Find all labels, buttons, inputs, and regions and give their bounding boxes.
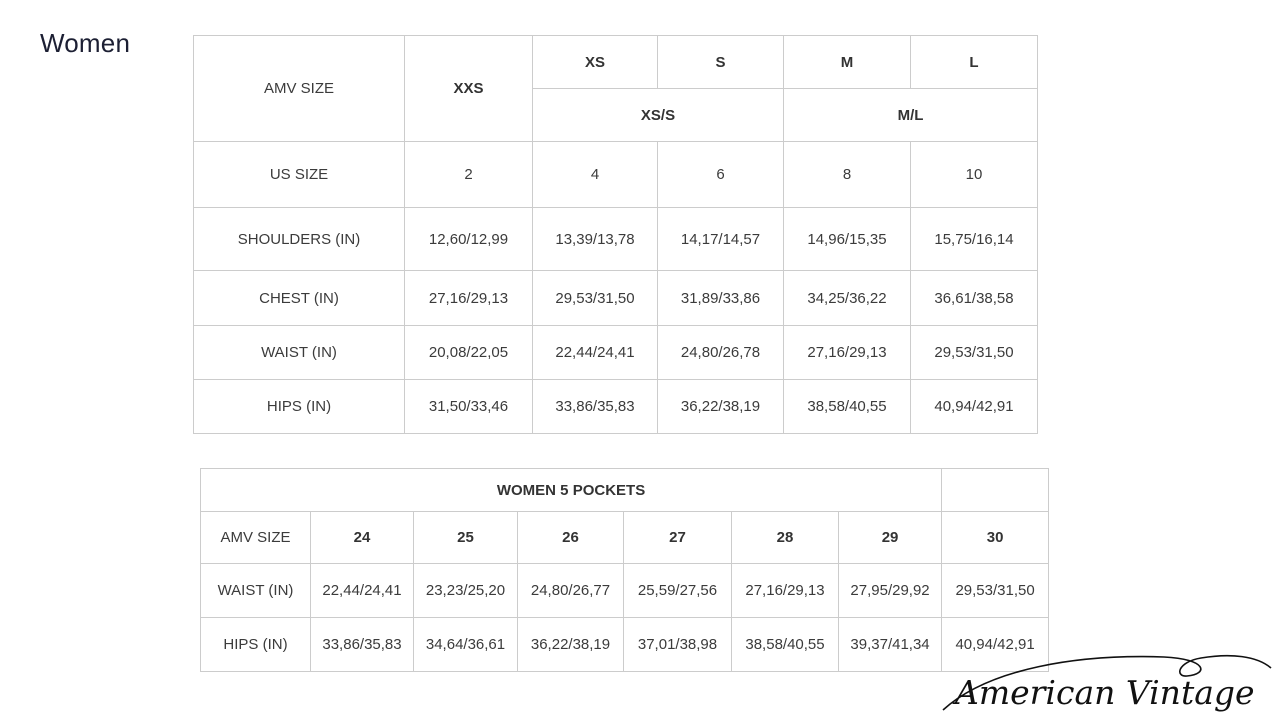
size-header-27: 27	[623, 511, 732, 564]
row-label: AMV SIZE	[200, 511, 311, 564]
cell-value: 14,96/15,35	[783, 207, 911, 271]
table-row-hips: HIPS (IN) 31,50/33,46 33,86/35,83 36,22/…	[193, 379, 1038, 434]
size-header-24: 24	[310, 511, 414, 564]
size-header-xxs: XXS	[404, 35, 533, 142]
cell-value: 34,64/36,61	[413, 617, 518, 672]
row-label: HIPS (IN)	[200, 617, 311, 672]
size-header-26: 26	[517, 511, 624, 564]
cell-value: 27,16/29,13	[731, 563, 839, 618]
cell-value: 27,16/29,13	[404, 270, 533, 326]
cell-value: 25,59/27,56	[623, 563, 732, 618]
cell-value: 36,22/38,19	[517, 617, 624, 672]
cell-value: 34,25/36,22	[783, 270, 911, 326]
cell-value: 37,01/38,98	[623, 617, 732, 672]
cell-value: 22,44/24,41	[532, 325, 658, 380]
size-header-s: S	[657, 35, 784, 89]
cell-value: 40,94/42,91	[941, 617, 1050, 672]
cell-value: 39,37/41,34	[837, 617, 943, 672]
cell-value: 27,16/29,13	[783, 325, 911, 380]
page-title: Women	[40, 28, 131, 58]
row-label: HIPS (IN)	[193, 379, 405, 434]
cell-value: 29,53/31,50	[910, 325, 1038, 380]
cell-value: 40,94/42,91	[910, 379, 1038, 434]
table-row-waist: WAIST (IN) 22,44/24,41 23,23/25,20 24,80…	[200, 563, 1050, 618]
row-label: WAIST (IN)	[200, 563, 311, 618]
cell-value: 38,58/40,55	[731, 617, 839, 672]
cell-value: 23,23/25,20	[413, 563, 518, 618]
cell-value: 15,75/16,14	[910, 207, 1038, 271]
size-header-25: 25	[413, 511, 518, 564]
women-size-table: AMV SIZE XXS XS S M L XS/S M/L US SIZE 2…	[193, 35, 1038, 434]
cell-value: 22,44/24,41	[310, 563, 414, 618]
cell-value: 38,58/40,55	[783, 379, 911, 434]
size-header-29: 29	[837, 511, 943, 564]
size-header-l: L	[910, 35, 1038, 89]
amv-size-header-label: AMV SIZE	[193, 35, 405, 142]
pockets-table-title: WOMEN 5 POCKETS	[199, 468, 943, 512]
row-label: WAIST (IN)	[193, 325, 405, 380]
size-header-28: 28	[731, 511, 839, 564]
cell-value: 33,86/35,83	[532, 379, 658, 434]
table-row-shoulders: SHOULDERS (IN) 12,60/12,99 13,39/13,78 1…	[193, 207, 1038, 271]
cell-value: 8	[783, 141, 911, 208]
logo-text: American Vintage	[952, 673, 1255, 712]
women-5-pockets-table: WOMEN 5 POCKETS AMV SIZE 24 25 26 27 28 …	[199, 468, 1050, 672]
cell-value: 14,17/14,57	[657, 207, 784, 271]
cell-value: 12,60/12,99	[404, 207, 533, 271]
cell-value: 36,61/38,58	[910, 270, 1038, 326]
cell-value: 29,53/31,50	[941, 563, 1050, 618]
cell-value: 29,53/31,50	[532, 270, 658, 326]
cell-value: 31,89/33,86	[657, 270, 784, 326]
table-row-waist: WAIST (IN) 20,08/22,05 22,44/24,41 24,80…	[193, 325, 1038, 380]
size-header-m: M	[783, 35, 911, 89]
cell-value: 13,39/13,78	[532, 207, 658, 271]
cell-value: 6	[657, 141, 784, 208]
cell-value: 20,08/22,05	[404, 325, 533, 380]
cell-value: 24,80/26,78	[657, 325, 784, 380]
cell-value: 10	[910, 141, 1038, 208]
cell-value: 4	[532, 141, 658, 208]
size-header-30: 30	[941, 511, 1050, 564]
row-label: SHOULDERS (IN)	[193, 207, 405, 271]
size-header-xs: XS	[532, 35, 658, 89]
cell-value: 31,50/33,46	[404, 379, 533, 434]
empty-header-cell	[941, 468, 1050, 512]
row-label: CHEST (IN)	[193, 270, 405, 326]
logo-flourish	[942, 654, 1272, 711]
row-label: US SIZE	[193, 141, 405, 208]
american-vintage-logo: American Vintage	[942, 654, 1272, 712]
table-row-chest: CHEST (IN) 27,16/29,13 29,53/31,50 31,89…	[193, 270, 1038, 326]
size-group-xs-s: XS/S	[532, 88, 784, 142]
cell-value: 36,22/38,19	[657, 379, 784, 434]
table-row-amv-size: AMV SIZE 24 25 26 27 28 29 30	[200, 511, 1050, 564]
table-row-hips: HIPS (IN) 33,86/35,83 34,64/36,61 36,22/…	[200, 617, 1050, 672]
size-group-m-l: M/L	[783, 88, 1038, 142]
table-row-us-size: US SIZE 2 4 6 8 10	[193, 141, 1038, 208]
cell-value: 27,95/29,92	[837, 563, 943, 618]
cell-value: 24,80/26,77	[517, 563, 624, 618]
cell-value: 2	[404, 141, 533, 208]
cell-value: 33,86/35,83	[310, 617, 414, 672]
